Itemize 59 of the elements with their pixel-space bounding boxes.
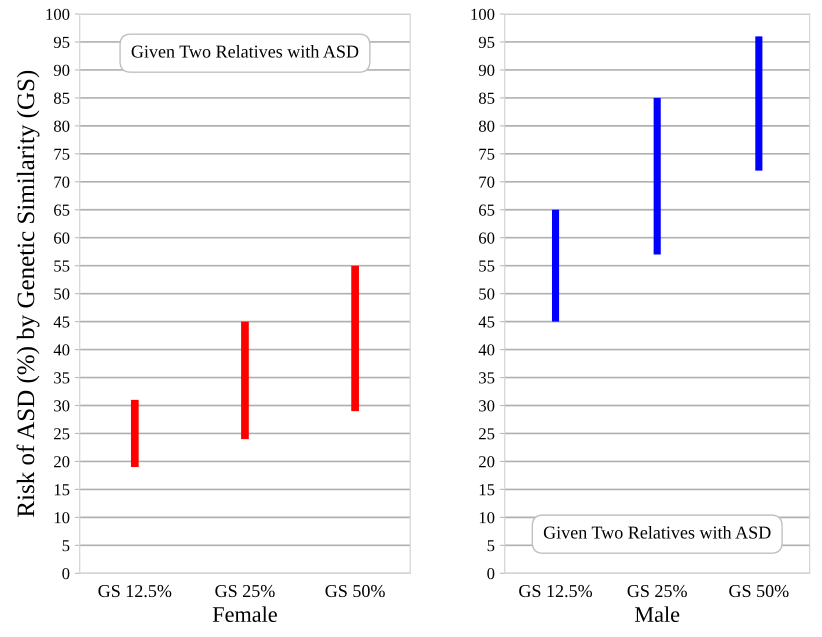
y-axis-title: Risk of ASD (%) by Genetic Similarity (GS) bbox=[16, 70, 40, 517]
y-tick-label: 65 bbox=[54, 204, 70, 216]
y-tick-label: 95 bbox=[478, 36, 494, 48]
x-tick-label: GS 50% bbox=[326, 584, 385, 598]
y-tick-label: 10 bbox=[480, 512, 494, 524]
y-tick-label: 35 bbox=[54, 372, 70, 384]
x-axis-title: Male bbox=[634, 606, 680, 622]
bar bbox=[130, 400, 139, 468]
y-tick-label: 30 bbox=[54, 400, 70, 412]
x-axis-title: Female bbox=[212, 606, 277, 622]
y-tick-label: 55 bbox=[54, 260, 70, 272]
y-tick-label: 100 bbox=[46, 8, 70, 20]
annotation: Given Two Relatives with ASD bbox=[132, 44, 358, 58]
y-tick-label: 10 bbox=[54, 512, 70, 524]
y-tick-label: 25 bbox=[54, 428, 70, 440]
y-tick-label: 90 bbox=[478, 64, 494, 76]
y-tick-label: 75 bbox=[54, 148, 70, 160]
y-tick-label: 50 bbox=[54, 288, 70, 300]
bar bbox=[552, 210, 560, 322]
y-tick-label: 0 bbox=[487, 568, 494, 580]
y-tick-label: 5 bbox=[488, 540, 494, 552]
y-tick-label: 15 bbox=[480, 484, 494, 496]
y-tick-label: 35 bbox=[479, 372, 494, 384]
bar bbox=[351, 266, 359, 412]
y-tick-label: 50 bbox=[479, 288, 494, 300]
bar bbox=[241, 322, 249, 440]
x-tick-label: GS 50% bbox=[729, 584, 789, 598]
y-tick-label: 100 bbox=[471, 8, 494, 20]
y-tick-label: 45 bbox=[478, 316, 494, 328]
y-tick-label: 70 bbox=[479, 176, 494, 188]
y-tick-label: 5 bbox=[62, 540, 70, 552]
y-tick-label: 20 bbox=[479, 456, 494, 468]
y-tick-label: 25 bbox=[479, 428, 494, 440]
y-tick-label: 60 bbox=[54, 232, 70, 244]
y-tick-label: 20 bbox=[54, 456, 70, 468]
x-tick-label: GS 12.5% bbox=[519, 584, 592, 598]
bar bbox=[755, 36, 762, 171]
annotation: Given Two Relatives with ASD bbox=[544, 526, 771, 539]
x-tick-label: GS 25% bbox=[215, 584, 275, 598]
y-tick-label: 65 bbox=[479, 204, 494, 216]
y-tick-label: 40 bbox=[478, 344, 494, 356]
y-tick-label: 85 bbox=[54, 92, 70, 104]
bar bbox=[654, 98, 661, 255]
y-tick-label: 85 bbox=[478, 92, 494, 104]
y-tick-label: 80 bbox=[54, 120, 70, 132]
y-tick-label: 90 bbox=[54, 64, 70, 76]
x-tick-label: GS 12.5% bbox=[98, 584, 172, 598]
x-tick-label: GS 25% bbox=[628, 584, 687, 598]
y-tick-label: 80 bbox=[478, 120, 494, 132]
y-tick-label: 45 bbox=[54, 316, 70, 328]
y-tick-label: 30 bbox=[479, 400, 494, 412]
y-tick-label: 40 bbox=[54, 344, 70, 356]
y-tick-label: 0 bbox=[62, 568, 70, 580]
y-tick-label: 15 bbox=[54, 484, 70, 496]
y-tick-label: 70 bbox=[54, 176, 70, 188]
y-tick-label: 60 bbox=[479, 232, 494, 244]
y-tick-label: 95 bbox=[54, 36, 70, 48]
y-tick-label: 55 bbox=[479, 260, 494, 272]
y-tick-label: 75 bbox=[479, 148, 494, 160]
